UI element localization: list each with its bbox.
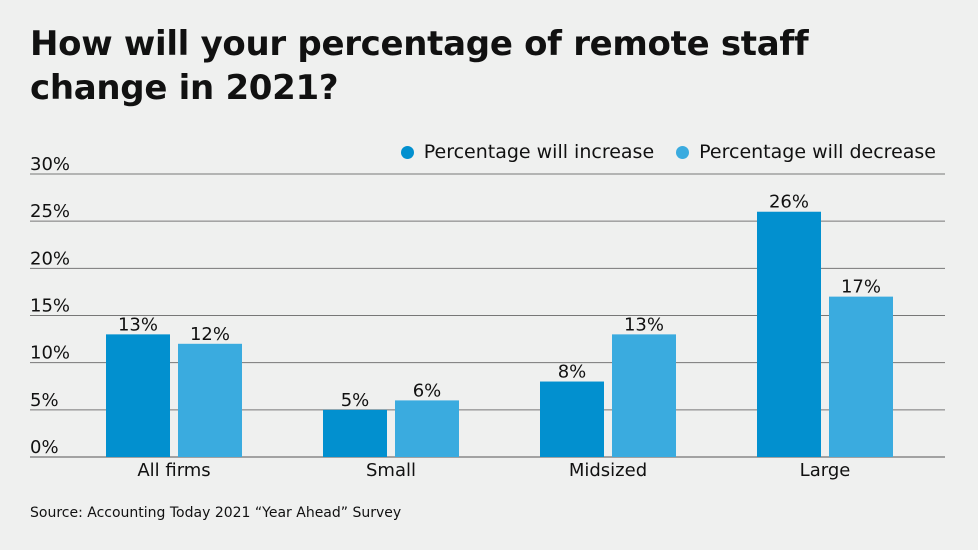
bar: [612, 334, 676, 457]
y-tick-label: 10%: [30, 343, 70, 364]
bar: [323, 409, 387, 457]
x-tick-label: Small: [366, 460, 416, 481]
data-label: 6%: [413, 380, 442, 401]
y-tick-label: 15%: [30, 296, 70, 317]
data-label: 26%: [769, 192, 809, 213]
legend-item-decrease: Percentage will decrease: [676, 141, 936, 163]
bar: [106, 334, 170, 457]
data-label: 13%: [118, 314, 158, 335]
legend: Percentage will increase Percentage will…: [400, 141, 936, 163]
y-tick-label: 0%: [30, 437, 59, 458]
bar: [829, 296, 893, 457]
legend-label-decrease: Percentage will decrease: [699, 141, 936, 163]
y-tick-label: 5%: [30, 390, 59, 411]
bar: [178, 343, 242, 457]
data-label: 8%: [558, 362, 587, 383]
x-tick-label: Midsized: [569, 460, 647, 481]
y-tick-label: 20%: [30, 248, 70, 269]
bar: [540, 381, 604, 457]
legend-item-increase: Percentage will increase: [400, 141, 655, 163]
legend-swatch-increase: [400, 145, 414, 159]
x-tick-label: Large: [800, 460, 851, 481]
source-note: Source: Accounting Today 2021 “Year Ahea…: [30, 505, 402, 521]
legend-swatch-decrease: [676, 145, 690, 159]
data-label: 13%: [624, 314, 664, 335]
chart-title: How will your percentage of remote staff…: [30, 24, 809, 108]
data-label: 5%: [341, 390, 370, 411]
data-label: 17%: [841, 277, 881, 298]
bar: [395, 400, 459, 457]
y-tick-label: 25%: [30, 201, 70, 222]
bar: [757, 211, 821, 457]
data-label: 12%: [190, 324, 230, 345]
x-tick-label: All firms: [137, 460, 210, 481]
y-tick-label: 30%: [30, 154, 70, 175]
legend-label-increase: Percentage will increase: [423, 141, 655, 163]
